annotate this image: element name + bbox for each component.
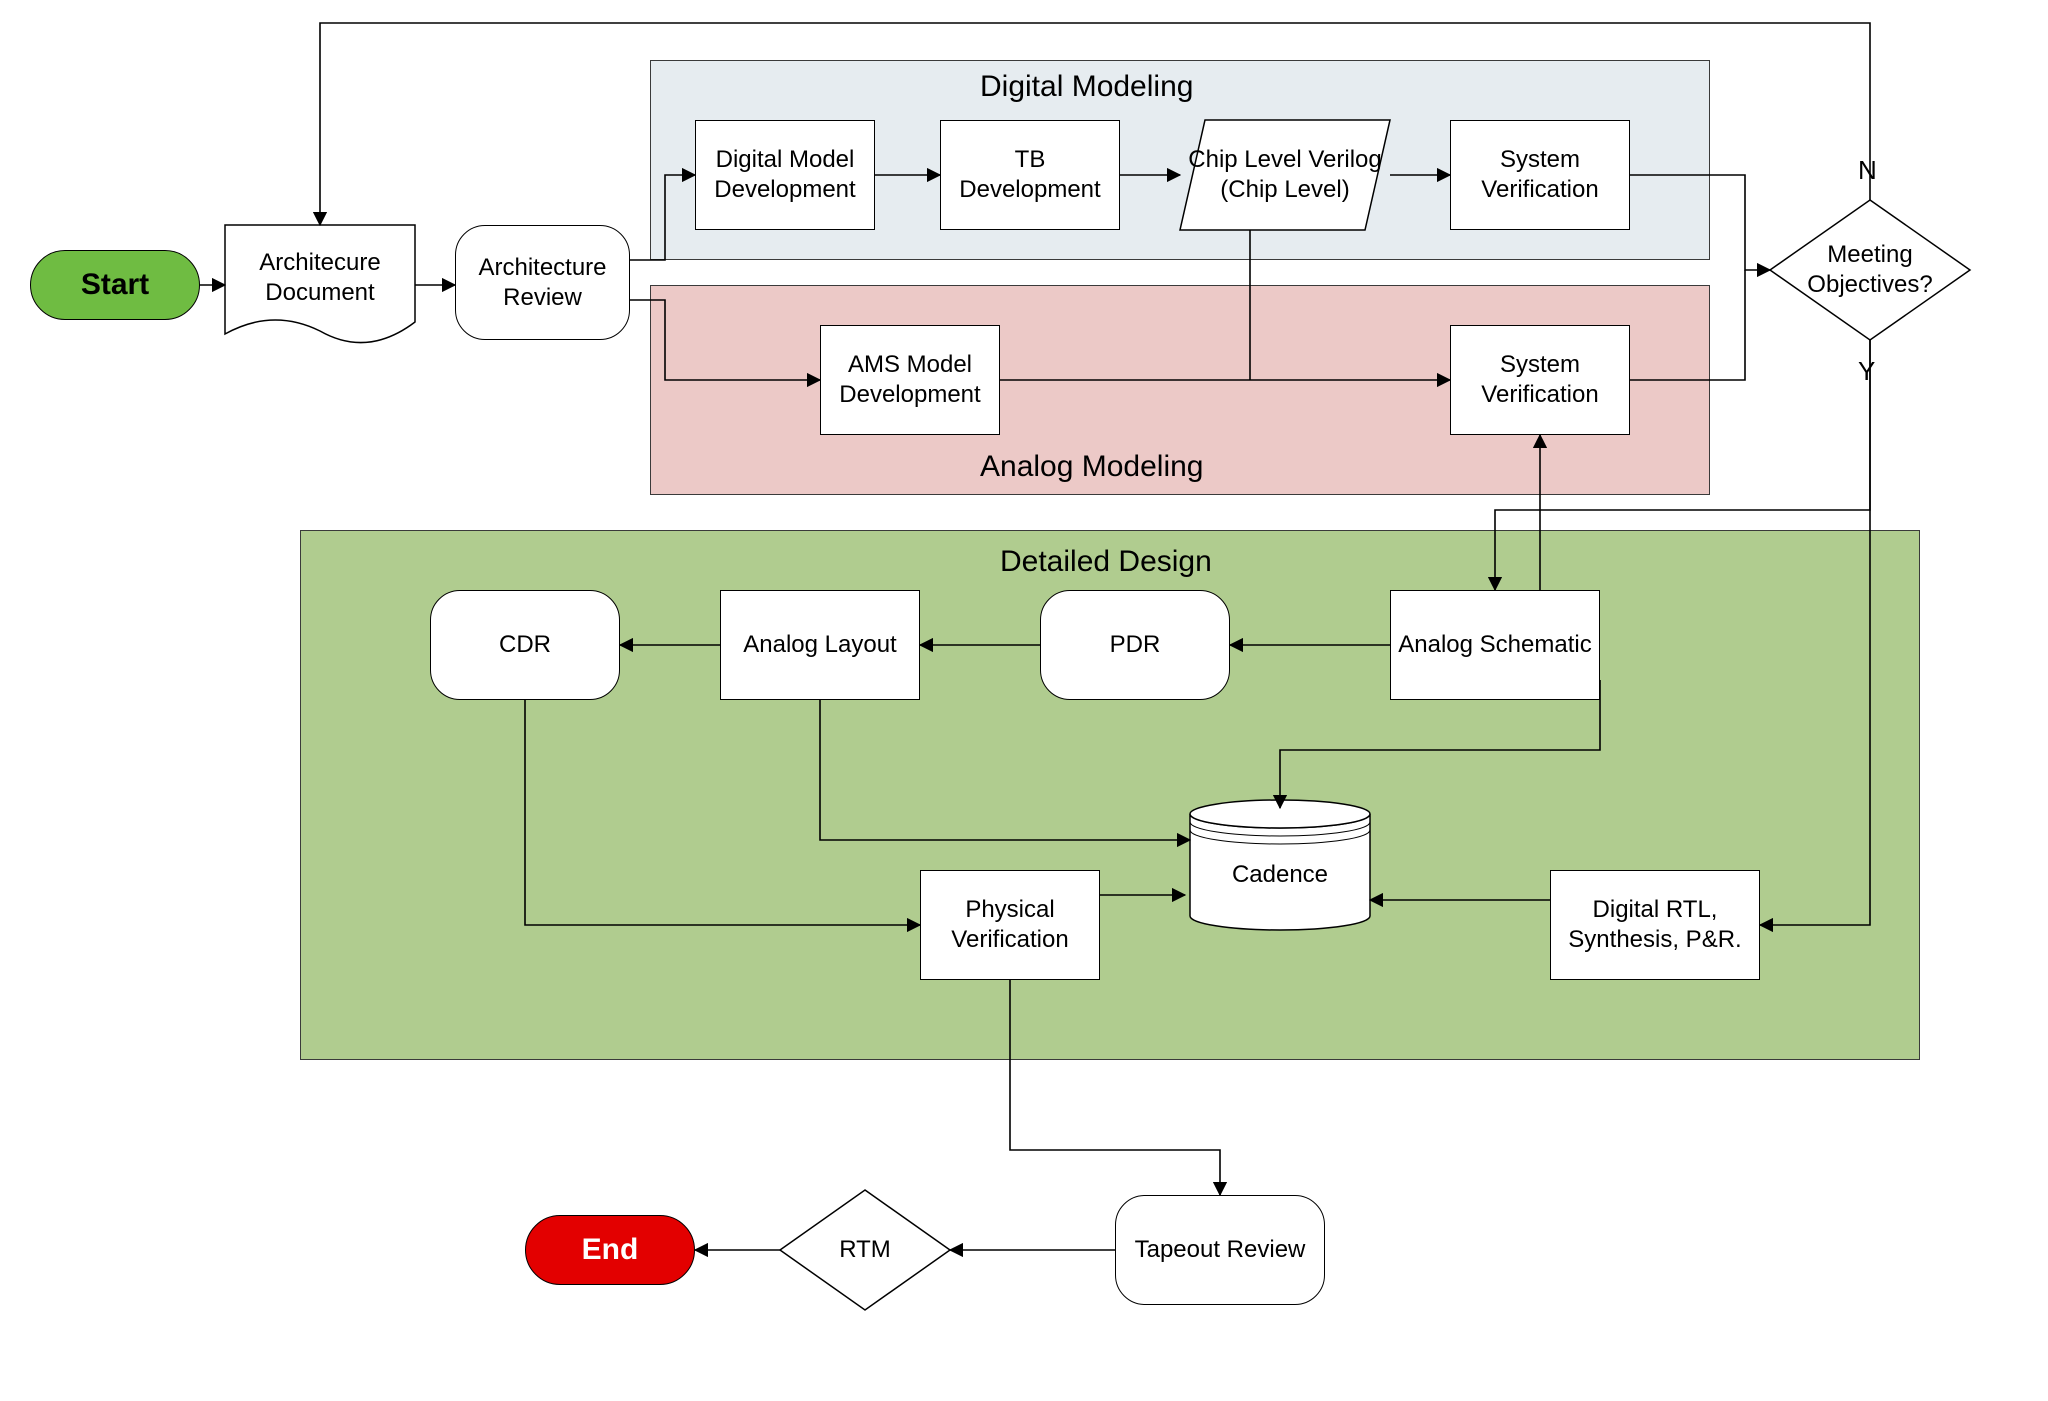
node-analogLay: Analog Layout: [720, 590, 920, 700]
node-tapeRev: Tapeout Review: [1115, 1195, 1325, 1305]
node-pdr: PDR: [1040, 590, 1230, 700]
node-archDoc: Architecure Document: [225, 225, 415, 330]
edge-cdr-physVer: [525, 700, 920, 925]
edge-archRev-digModel: [630, 175, 695, 260]
edge-sysVer1-meetObj: [1630, 175, 1770, 270]
node-archRev: Architecture Review: [455, 225, 630, 340]
node-digModel: Digital Model Development: [695, 120, 875, 230]
node-physVer: Physical Verification: [920, 870, 1100, 980]
edge-physVer-tapeRev: [1010, 980, 1220, 1195]
node-amsModel: AMS Model Development: [820, 325, 1000, 435]
node-cdr: CDR: [430, 590, 620, 700]
edge-sysVer2-meetObj: [1630, 270, 1745, 380]
node-end: End: [525, 1215, 695, 1285]
node-sysVer2: System Verification: [1450, 325, 1630, 435]
node-cadence: Cadence: [1190, 820, 1370, 930]
node-digRTL: Digital RTL, Synthesis, P&R.: [1550, 870, 1760, 980]
node-analogSch: Analog Schematic: [1390, 590, 1600, 700]
node-meetObj: Meeting Objectives?: [1770, 200, 1970, 340]
label-labelN: N: [1858, 155, 1877, 186]
label-labelY: Y: [1858, 356, 1875, 387]
flowchart-canvas: Digital ModelingAnalog ModelingDetailed …: [0, 0, 2048, 1401]
node-tbDev: TB Development: [940, 120, 1120, 230]
edge-meetObj-digRTL: [1760, 340, 1870, 925]
node-rtm: RTM: [780, 1190, 950, 1310]
edge-analogLay-cadence: [820, 700, 1190, 840]
node-start: Start: [30, 250, 200, 320]
edge-archRev-amsModel: [630, 300, 820, 380]
node-sysVer1: System Verification: [1450, 120, 1630, 230]
node-chipVer: Chip Level Verilog (Chip Level): [1180, 120, 1390, 230]
